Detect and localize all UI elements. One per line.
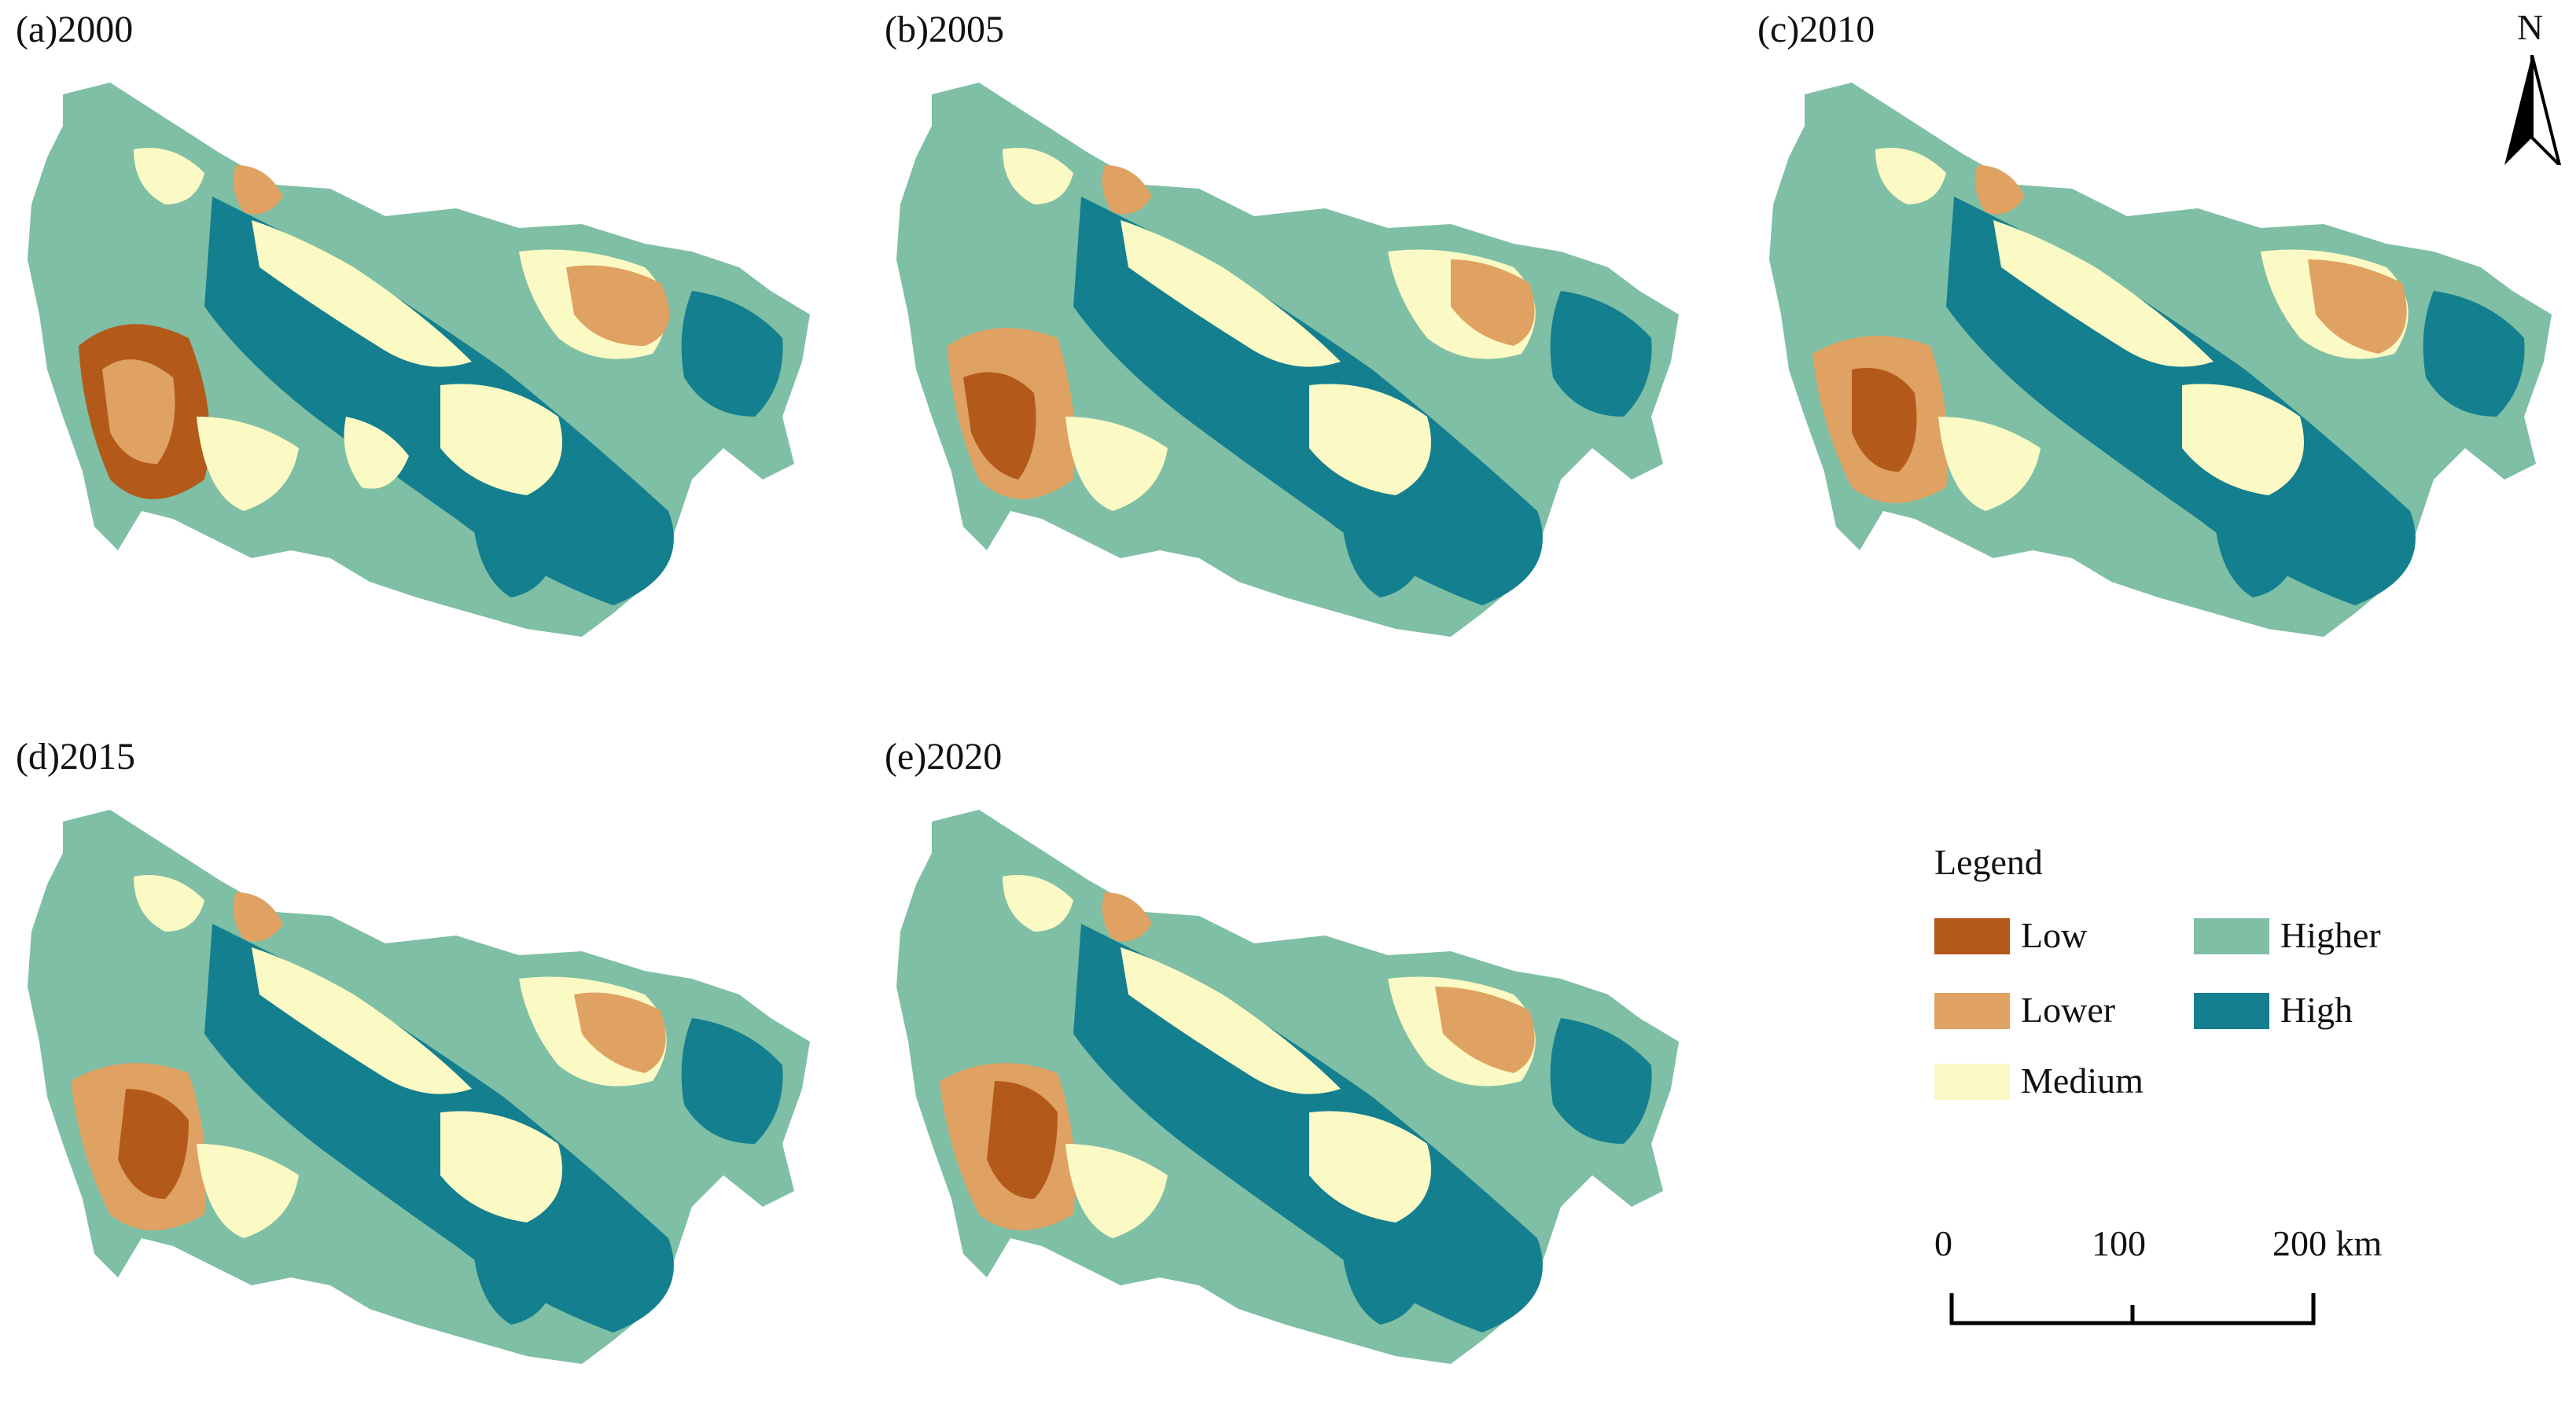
scale-unit: km <box>2335 1223 2383 1263</box>
map-panel-2020: (e)2020 <box>885 735 1702 1419</box>
north-arrow-icon <box>2504 55 2562 165</box>
panel-label: (c)2010 <box>1757 9 1875 50</box>
scale-label-100: 100 <box>2092 1223 2146 1263</box>
legend-swatch <box>1934 918 2010 954</box>
map-panel-2010: (c)2010 <box>1757 8 2575 692</box>
category-patches <box>79 148 783 605</box>
legend-item-low: Low <box>1934 912 2131 959</box>
map-2015 <box>28 810 810 1364</box>
north-label: N <box>2517 7 2544 47</box>
legend-swatch <box>1934 1064 2010 1100</box>
map-2010 <box>1769 83 2552 637</box>
category-patches <box>940 875 1652 1333</box>
map-2020 <box>896 810 1679 1364</box>
legend-item-high: High <box>2194 987 2390 1034</box>
legend: Legend Low Lower Medium Higher High <box>1934 841 2381 1124</box>
map-2005 <box>896 83 1679 637</box>
panel-label: (e)2020 <box>885 736 1003 778</box>
panel-label: (d)2015 <box>16 736 135 778</box>
legend-label: High <box>2280 990 2353 1030</box>
legend-label: Lower <box>2021 990 2116 1030</box>
legend-label: Higher <box>2280 915 2381 955</box>
legend-swatch <box>2194 918 2269 954</box>
scale-label-200-value: 200 <box>2272 1223 2327 1263</box>
legend-item-lower: Lower <box>1934 987 2131 1034</box>
legend-label: Low <box>2021 915 2088 955</box>
legend-item-higher: Higher <box>2194 912 2390 959</box>
scale-label-200: 200 km <box>2272 1222 2382 1265</box>
map-2000 <box>28 83 810 637</box>
map-panel-2015: (d)2015 <box>16 735 834 1419</box>
category-patches <box>948 148 1652 605</box>
scale-bar: 0 100 200 km <box>1934 1222 2422 1333</box>
panel-label: (a)2000 <box>16 9 134 50</box>
legend-item-medium: Medium <box>1934 1057 2155 1105</box>
scale-bar-lines <box>1949 1293 2316 1325</box>
north-arrow: N <box>2497 8 2567 165</box>
legend-label: Medium <box>2021 1061 2144 1101</box>
scale-label-0: 0 <box>1934 1223 1952 1263</box>
legend-title: Legend <box>1934 842 2043 882</box>
legend-swatch <box>1934 993 2010 1029</box>
category-patches <box>71 875 783 1333</box>
legend-swatch <box>2194 993 2269 1029</box>
map-panel-2000: (a)2000 <box>16 8 834 692</box>
map-panel-2005: (b)2005 <box>885 8 1702 692</box>
category-patches <box>1812 148 2525 605</box>
panel-label: (b)2005 <box>885 9 1004 50</box>
